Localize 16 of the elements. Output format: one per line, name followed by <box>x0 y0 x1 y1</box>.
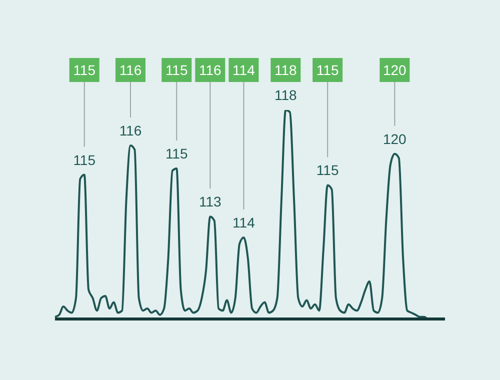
text: 116 <box>119 62 142 78</box>
annotation: 115 <box>165 146 188 162</box>
text: 118 <box>274 87 298 103</box>
text: 115 <box>73 62 96 78</box>
annotation: 115 <box>73 152 96 168</box>
annotation: 113 <box>198 194 222 210</box>
annotation: 114 <box>232 214 256 230</box>
text: 116 <box>198 62 222 78</box>
text: 120 <box>383 62 407 78</box>
annotation: 120 <box>383 130 407 147</box>
text: 115 <box>165 62 188 78</box>
annotation: 115 <box>316 162 339 178</box>
text: 118 <box>274 62 298 78</box>
annotation: 116 <box>119 122 142 139</box>
text: 114 <box>232 62 256 78</box>
text: 115 <box>316 62 339 78</box>
